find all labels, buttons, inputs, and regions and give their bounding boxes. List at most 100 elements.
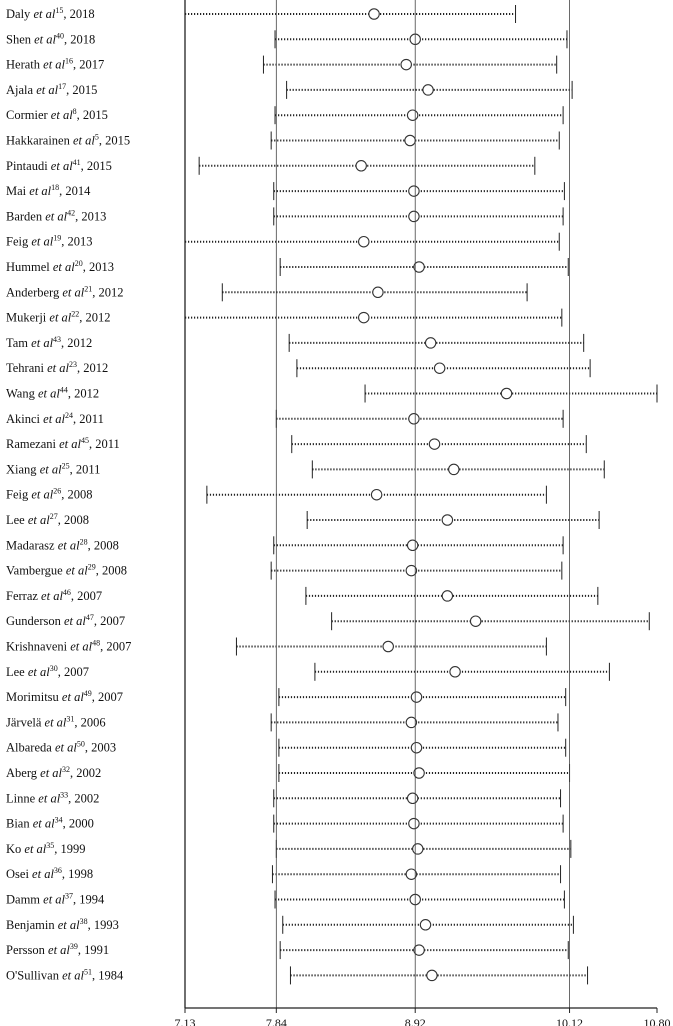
study-etal: et al (66, 564, 88, 578)
point-estimate (382, 640, 394, 653)
study-label: Ko et al35, 1999 (6, 841, 86, 856)
study-label: Tehrani et al23, 2012 (6, 360, 108, 375)
point-estimate (368, 8, 380, 20)
study-year: 2013 (67, 235, 92, 249)
study-ref: 32 (62, 765, 70, 774)
study-row: Persson et al39, 1991 (6, 941, 569, 960)
study-row: Lee et al30, 2007 (6, 662, 610, 681)
study-comma: , (79, 311, 85, 325)
study-etal: et al (28, 513, 50, 527)
study-ref: 24 (65, 411, 73, 420)
study-etal: et al (28, 665, 50, 679)
point-estimate (428, 438, 441, 450)
study-comma: , (58, 665, 64, 679)
study-ref: 33 (60, 790, 68, 799)
study-label: Lee et al30, 2007 (6, 664, 89, 679)
study-comma: , (70, 462, 76, 476)
study-comma: , (78, 943, 84, 957)
point-estimate (424, 337, 437, 349)
study-label: Järvelä et al31, 2006 (6, 714, 106, 729)
study-row: Wang et al44, 2012 (6, 384, 658, 403)
point-estimate (372, 286, 384, 299)
study-label: Feig et al26, 2008 (6, 487, 92, 502)
study-comma: , (92, 285, 98, 299)
study-etal: et al (45, 209, 67, 223)
study-comma: , (81, 159, 87, 173)
study-comma: , (73, 412, 79, 426)
study-year: 2015 (105, 134, 130, 148)
study-etal: et al (62, 285, 84, 299)
study-label: Madarasz et al28, 2008 (6, 537, 119, 552)
study-label: Ferraz et al46, 2007 (6, 588, 102, 603)
study-etal: et al (36, 83, 58, 97)
study-author: Feig (6, 235, 31, 249)
point-estimate (412, 843, 424, 855)
study-author: Aberg (6, 766, 40, 780)
study-ref: 39 (70, 942, 78, 951)
study-row: Tam et al43, 2012 (6, 333, 585, 352)
study-label: Hummel et al20, 2013 (6, 259, 114, 274)
study-author: Ferraz (6, 589, 41, 603)
study-author: Ko (6, 842, 24, 856)
study-label: Gunderson et al47, 2007 (6, 613, 125, 628)
study-row: Mukerji et al22, 2012 (6, 308, 563, 327)
study-row: Ramezani et al45, 2011 (6, 435, 587, 454)
study-comma: , (77, 108, 83, 122)
study-ref: 8 (73, 107, 77, 116)
study-comma: , (85, 741, 91, 755)
study-label: Cormier et al8, 2015 (6, 107, 108, 122)
study-etal: et al (43, 412, 65, 426)
study-row: O'Sullivan et al51, 1984 (6, 966, 589, 985)
study-comma: , (77, 361, 83, 375)
study-year: 2007 (98, 690, 123, 704)
study-year: 2015 (87, 159, 112, 173)
study-label: Ajala et al17, 2015 (6, 82, 97, 97)
study-label: Hakkarainen et al5, 2015 (6, 133, 130, 148)
study-comma: , (94, 614, 100, 628)
study-author: Herath (6, 58, 43, 72)
study-label: Daly et al15, 2018 (6, 6, 95, 21)
study-etal: et al (40, 766, 62, 780)
study-label: Benjamin et al38, 1993 (6, 917, 119, 932)
study-row: Aberg et al32, 2002 (6, 764, 571, 782)
point-estimate (449, 666, 461, 678)
point-estimate (406, 539, 419, 552)
study-label: Krishnaveni et al48, 2007 (6, 639, 131, 654)
study-etal: et al (45, 715, 67, 729)
study-author: Linne (6, 791, 38, 805)
study-ref: 27 (50, 512, 58, 521)
study-year: 2015 (72, 83, 97, 97)
study-etal: et al (73, 134, 95, 148)
study-comma: , (70, 766, 76, 780)
study-row: Osei et al36, 1998 (6, 865, 562, 884)
study-row: Barden et al42, 2013 (6, 207, 564, 226)
study-row: Gunderson et al47, 2007 (6, 612, 650, 631)
point-estimate (405, 564, 418, 577)
study-comma: , (63, 7, 69, 21)
study-ref: 49 (84, 689, 92, 698)
study-label: Feig et al19, 2013 (6, 234, 92, 249)
study-year: 2002 (74, 791, 99, 805)
study-year: 1998 (68, 867, 93, 881)
study-label: Mai et al18, 2014 (6, 183, 91, 198)
study-row: Vambergue et al29, 2008 (6, 561, 563, 580)
study-author: Daly (6, 7, 33, 21)
study-year: 2018 (70, 32, 95, 46)
study-row: Linne et al33, 2002 (6, 789, 562, 808)
study-ref: 40 (56, 31, 64, 40)
study-row: Daly et al15, 2018 (6, 5, 517, 23)
point-estimate (469, 615, 482, 627)
study-year: 2013 (89, 260, 114, 274)
study-etal: et al (62, 968, 84, 982)
study-ref: 21 (84, 284, 92, 293)
study-author: Hummel (6, 260, 53, 274)
study-year: 1984 (98, 968, 124, 982)
study-row: Ko et al35, 1999 (6, 839, 572, 858)
study-comma: , (61, 488, 67, 502)
point-estimate (419, 919, 432, 931)
study-etal: et al (31, 235, 53, 249)
study-etal: et al (43, 58, 65, 72)
x-tick-label: 7.84 (266, 1016, 287, 1026)
study-etal: et al (24, 842, 46, 856)
